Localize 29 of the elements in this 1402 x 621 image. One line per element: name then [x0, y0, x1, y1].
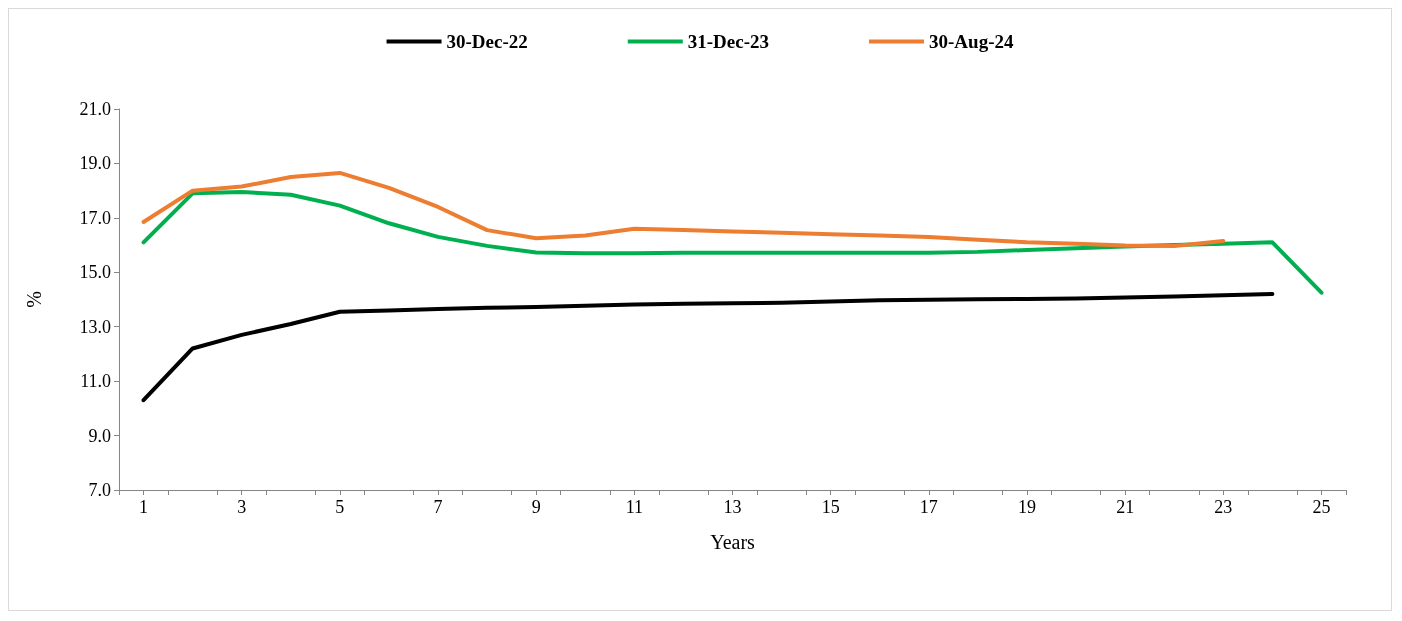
y-tick-label: 7.0 [88, 480, 111, 500]
line-series [141, 190, 1324, 295]
x-tick-label: 25 [1312, 497, 1331, 517]
x-tick-label: 3 [237, 497, 247, 517]
x-tick-label: 9 [531, 497, 541, 517]
x-tick-label: 13 [723, 497, 742, 517]
x-tick-label: 19 [1017, 497, 1036, 517]
y-tick-label: 11.0 [80, 371, 111, 392]
line-series [141, 292, 1275, 403]
line-series [141, 170, 1226, 248]
x-tick-label: 5 [335, 497, 345, 517]
y-tick-label: 13.0 [79, 316, 111, 337]
x-axis-title: Years [710, 531, 756, 553]
y-tick-label: 15.0 [79, 262, 111, 283]
y-tick-label: 9.0 [88, 425, 111, 446]
x-tick-label: 11 [625, 497, 644, 517]
legend-label: 31-Dec-23 [687, 31, 770, 52]
legend-label: 30-Aug-24 [929, 31, 1014, 52]
x-tick-label: 21 [1116, 497, 1135, 517]
y-tick-label: 17.0 [79, 207, 111, 228]
legend-label: 30-Dec-22 [446, 31, 528, 52]
y-tick-label: 21.0 [79, 99, 111, 119]
y-tick-label: 19.0 [79, 153, 111, 174]
x-tick-label: 17 [919, 497, 938, 517]
x-tick-label: 7 [433, 497, 443, 517]
x-tick-label: 1 [139, 497, 149, 517]
x-tick-label: 15 [821, 497, 840, 517]
x-tick-label: 23 [1214, 497, 1233, 517]
y-axis-title: % [23, 291, 45, 308]
